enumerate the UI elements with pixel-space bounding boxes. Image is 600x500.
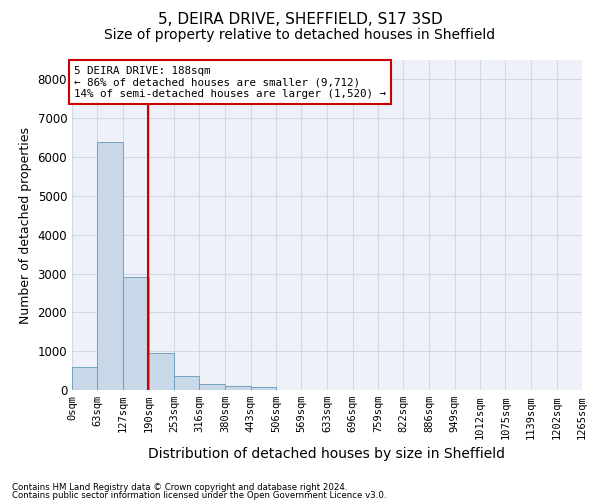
Bar	[225, 386, 251, 390]
Bar	[251, 388, 276, 390]
Text: Contains public sector information licensed under the Open Government Licence v3: Contains public sector information licen…	[12, 491, 386, 500]
Text: 5, DEIRA DRIVE, SHEFFIELD, S17 3SD: 5, DEIRA DRIVE, SHEFFIELD, S17 3SD	[158, 12, 442, 28]
Text: 5 DEIRA DRIVE: 188sqm
← 86% of detached houses are smaller (9,712)
14% of semi-d: 5 DEIRA DRIVE: 188sqm ← 86% of detached …	[74, 66, 386, 99]
Bar	[199, 384, 225, 390]
Text: Contains HM Land Registry data © Crown copyright and database right 2024.: Contains HM Land Registry data © Crown c…	[12, 484, 347, 492]
Bar	[123, 276, 149, 390]
Bar	[149, 352, 174, 390]
Bar	[97, 142, 123, 390]
Bar	[174, 376, 199, 390]
X-axis label: Distribution of detached houses by size in Sheffield: Distribution of detached houses by size …	[149, 447, 505, 461]
Text: Size of property relative to detached houses in Sheffield: Size of property relative to detached ho…	[104, 28, 496, 42]
Y-axis label: Number of detached properties: Number of detached properties	[19, 126, 32, 324]
Bar	[72, 368, 97, 390]
